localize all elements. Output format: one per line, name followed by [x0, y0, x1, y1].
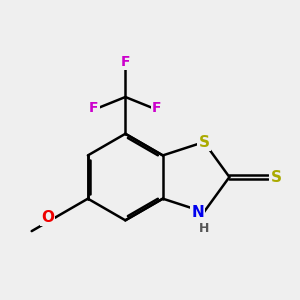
Text: O: O: [41, 210, 54, 225]
Text: S: S: [271, 169, 281, 184]
Text: H: H: [199, 222, 209, 235]
Text: F: F: [152, 101, 162, 115]
Text: S: S: [199, 134, 209, 149]
Text: F: F: [89, 101, 98, 115]
Text: F: F: [121, 55, 130, 69]
Text: N: N: [191, 205, 204, 220]
